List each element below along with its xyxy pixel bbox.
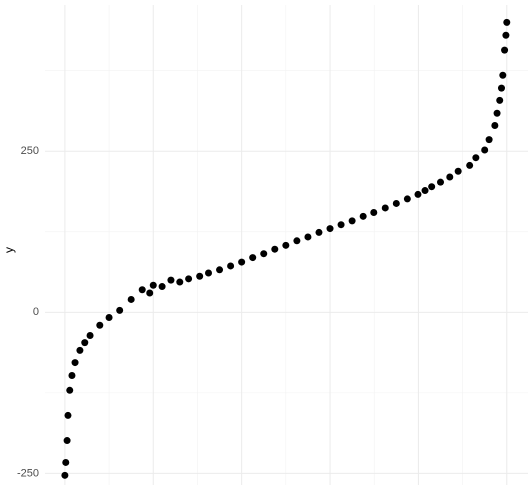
point [149, 281, 157, 289]
point [63, 437, 71, 445]
point [64, 411, 72, 419]
point [381, 204, 389, 212]
point [105, 313, 113, 321]
point [499, 71, 507, 79]
point [496, 96, 504, 104]
point [491, 121, 499, 129]
point [446, 173, 454, 181]
point [127, 295, 135, 303]
point [176, 278, 184, 286]
point [392, 199, 400, 207]
point [216, 266, 224, 274]
point [249, 254, 257, 262]
y-tick-label: 250 [21, 145, 39, 157]
point [196, 272, 204, 280]
point [304, 233, 312, 241]
point [96, 321, 104, 329]
point [454, 167, 462, 175]
point [86, 332, 94, 340]
point [66, 386, 74, 394]
point [485, 136, 493, 144]
point [205, 269, 213, 277]
point [481, 146, 489, 154]
point [359, 212, 367, 220]
point [337, 221, 345, 229]
point [466, 161, 474, 169]
point [158, 283, 166, 291]
point [81, 339, 89, 347]
point [167, 276, 175, 284]
point [138, 286, 146, 294]
point [76, 346, 84, 354]
point [326, 225, 334, 233]
point [472, 154, 480, 162]
point [62, 458, 70, 466]
point [414, 190, 422, 198]
point [146, 289, 154, 297]
point [68, 371, 76, 379]
point [71, 359, 79, 367]
point [497, 84, 505, 92]
point [503, 18, 511, 26]
point [403, 195, 411, 203]
point [116, 306, 124, 314]
point [238, 258, 246, 266]
y-axis-label: y [2, 247, 16, 253]
point [501, 46, 509, 54]
point [227, 262, 235, 270]
point [348, 217, 356, 225]
point [502, 31, 510, 39]
point [428, 183, 436, 191]
y-tick-label: -250 [17, 467, 39, 479]
point [315, 228, 323, 236]
point [293, 237, 301, 245]
point [260, 250, 268, 258]
point [282, 241, 290, 249]
y-tick-label: 0 [33, 306, 39, 318]
point [61, 471, 69, 479]
point [370, 208, 378, 216]
point [437, 178, 445, 186]
point [421, 187, 429, 195]
point [493, 109, 501, 117]
point [271, 245, 279, 253]
point [185, 275, 193, 283]
